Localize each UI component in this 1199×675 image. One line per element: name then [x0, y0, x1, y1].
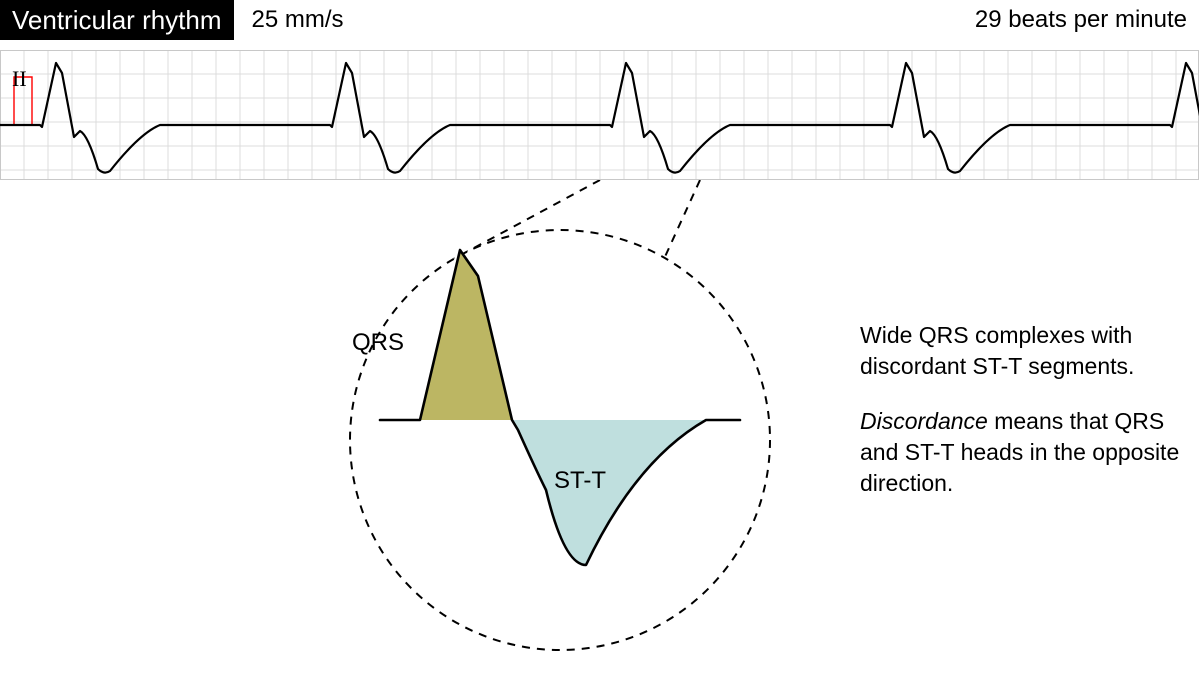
- bpm-label: 29 beats per minute: [957, 0, 1199, 40]
- speed-label: 25 mm/s: [234, 0, 344, 40]
- qrs-label: QRS: [352, 329, 404, 356]
- ecg-strip: II: [0, 50, 1199, 180]
- title-block: Ventricular rhythm: [0, 0, 234, 40]
- callout-p1: Wide QRS complexes with discordant ST-T …: [860, 320, 1180, 382]
- title-text: Ventricular rhythm: [12, 5, 222, 36]
- stt-label: ST-T: [554, 467, 606, 494]
- ecg-strip-svg: [0, 50, 1199, 180]
- callout-p2-italic: Discordance: [860, 408, 988, 434]
- header-spacer: [344, 0, 957, 40]
- callout-p2: Discordance means that QRS and ST-T head…: [860, 406, 1180, 499]
- detail-area: QRS ST-T Wide QRS complexes with discorda…: [0, 180, 1199, 670]
- lead-label: II: [12, 66, 27, 92]
- callout-text: Wide QRS complexes with discordant ST-T …: [860, 320, 1180, 523]
- header-row: Ventricular rhythm 25 mm/s 29 beats per …: [0, 0, 1199, 40]
